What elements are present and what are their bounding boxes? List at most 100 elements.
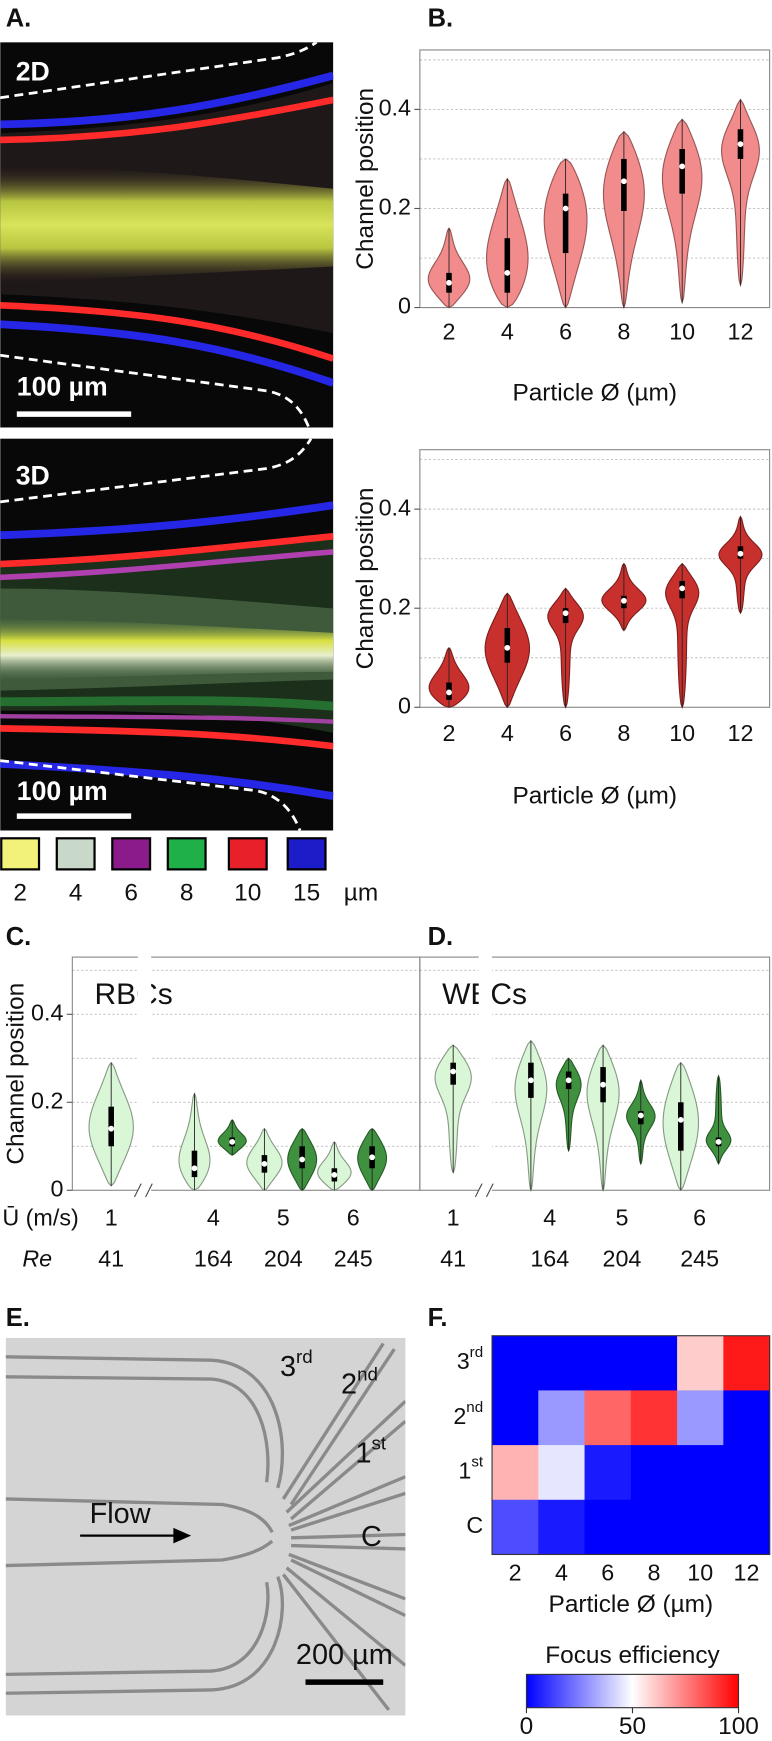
violin-iqr <box>678 1102 684 1151</box>
violin-median <box>677 1116 684 1123</box>
y-tick-label: 0 <box>398 293 411 319</box>
colorbar-tick-label: 50 <box>619 1713 646 1740</box>
violin-median <box>450 1068 457 1075</box>
outlet-label-sup: nd <box>357 1364 378 1385</box>
row-label-main: 3 <box>457 1348 470 1374</box>
heatmap-cell <box>584 1445 632 1501</box>
legend-label: 15 <box>293 879 320 906</box>
outlet-label: 2nd <box>341 1364 378 1401</box>
x-tick-label: 2 <box>509 1560 522 1586</box>
legend-swatch <box>166 837 207 871</box>
plot-frame <box>419 956 771 1191</box>
heatmap-cell <box>677 1499 724 1556</box>
legend-label: 6 <box>124 879 138 906</box>
x-tick-label-re: 245 <box>334 1245 373 1271</box>
colorbar-title: Focus efficiency <box>545 1642 720 1669</box>
legend-swatch <box>227 837 268 871</box>
heatmap-cell <box>492 1445 539 1501</box>
violin-median <box>446 279 452 286</box>
micrograph-3d <box>0 438 334 831</box>
heatmap-cell <box>677 1335 724 1391</box>
violin-median <box>715 1138 722 1145</box>
row-label-sup: rd <box>470 1344 483 1361</box>
outlet-label: C <box>361 1520 382 1552</box>
outlet-label-main: 2 <box>341 1368 357 1400</box>
violin-iqr <box>679 149 685 194</box>
scale-bar-label: 100 µm <box>17 372 108 402</box>
violin-median <box>637 1112 644 1119</box>
x-tick-label: 4 <box>543 1204 556 1230</box>
row-label-main: C <box>466 1512 483 1538</box>
violin-iqr <box>191 1150 198 1178</box>
panel-label: B. <box>428 5 454 33</box>
legend-swatch <box>55 837 96 871</box>
row-label: C <box>466 1512 483 1538</box>
heatmap-cell <box>538 1335 586 1391</box>
y-tick-label: 0.2 <box>379 194 411 220</box>
x-tick-label: 8 <box>617 720 630 746</box>
x-tick-label: 6 <box>559 720 572 746</box>
axis-break-gap <box>137 954 152 1193</box>
x-tick-label: 4 <box>501 318 514 344</box>
y-tick-label: 0.2 <box>379 593 411 619</box>
legend-label: 2 <box>13 879 27 906</box>
x-axis-title: Particle Ø (µm) <box>549 1591 714 1618</box>
violin-median <box>504 269 511 276</box>
x-axis-title: Particle Ø (µm) <box>512 783 677 810</box>
violin-median <box>299 1156 306 1163</box>
axis-break-mark <box>474 1183 494 1198</box>
panel-label: F. <box>428 1304 448 1332</box>
y-axis-title: Channel position <box>2 983 29 1165</box>
heatmap-cell <box>723 1335 771 1391</box>
x-tick-label-re: 204 <box>603 1245 642 1271</box>
x-tick-label-re: 204 <box>264 1245 303 1271</box>
row-label: Ū (m/s) <box>2 1204 78 1230</box>
heatmap-cell <box>630 1390 678 1446</box>
violin-median <box>562 205 569 212</box>
y-tick-label: 0 <box>50 1175 63 1201</box>
x-axis-title: Particle Ø (µm) <box>512 380 677 407</box>
violin-iqr <box>504 238 511 293</box>
row-label-sup: st <box>471 1453 484 1470</box>
x-tick-label: 6 <box>347 1204 360 1230</box>
violin-median <box>528 1077 534 1084</box>
heatmap-frame <box>491 1335 771 1556</box>
heatmap-cell <box>538 1499 586 1556</box>
annotation: RBCs <box>95 978 173 1011</box>
row-label: Re <box>22 1245 52 1271</box>
x-tick-label-re: 164 <box>194 1245 233 1271</box>
x-tick-label: 10 <box>687 1560 713 1586</box>
heatmap-cell <box>584 1390 632 1446</box>
violin-median <box>679 163 686 170</box>
x-tick-label: 10 <box>669 720 695 746</box>
violin-median <box>600 1081 606 1088</box>
x-tick-label: 12 <box>728 318 754 344</box>
scale-bar-label: 200 µm <box>296 1639 393 1671</box>
x-tick-label: 5 <box>277 1204 290 1230</box>
outlet-label-sup: st <box>372 1432 387 1453</box>
violin-median <box>191 1165 198 1172</box>
outlet-label: 3rd <box>280 1346 313 1383</box>
violin-median <box>621 597 627 604</box>
row-label: 3rd <box>457 1344 483 1374</box>
y-tick-label: 0 <box>398 692 411 718</box>
heatmap-cell <box>723 1390 771 1446</box>
heatmap-cell <box>492 1335 539 1391</box>
x-tick-label: 4 <box>207 1204 220 1230</box>
violin-median <box>446 689 452 696</box>
outlet-label-main: 3 <box>280 1351 296 1383</box>
heatmap-cell <box>538 1445 586 1501</box>
outlet-label-main: C <box>361 1520 382 1552</box>
panel-label: D. <box>428 923 454 951</box>
heatmap-cell <box>677 1445 724 1501</box>
violin-median <box>369 1154 376 1161</box>
x-tick-label: 8 <box>647 1560 660 1586</box>
micrograph-2d <box>0 42 334 428</box>
x-tick-label: 10 <box>669 318 695 344</box>
micrograph-label: 3D <box>16 460 50 490</box>
violin-median <box>737 550 744 557</box>
legend-label: 10 <box>234 879 261 906</box>
violin-median <box>261 1160 268 1167</box>
